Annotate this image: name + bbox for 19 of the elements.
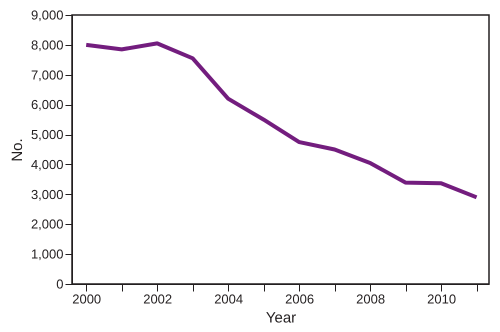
y-tick-label: 5,000 <box>30 127 64 142</box>
y-tick-label: 3,000 <box>30 186 64 202</box>
y-axis-title: No. <box>8 138 26 162</box>
x-tick-label: 2002 <box>143 292 172 306</box>
x-axis-title: Year <box>266 310 296 326</box>
y-tick-label: 6,000 <box>30 97 64 112</box>
y-tick-label: 1,000 <box>30 246 64 262</box>
y-tick-label: 0 <box>56 276 64 292</box>
y-tick-label: 4,000 <box>30 156 64 172</box>
y-tick-label: 9,000 <box>30 8 64 22</box>
y-tick-label: 8,000 <box>30 37 64 52</box>
y-tick-label: 7,000 <box>30 67 64 82</box>
x-tick-label: 2004 <box>214 292 244 306</box>
x-tick-label: 2000 <box>72 292 102 306</box>
x-tick-label: 2010 <box>427 292 456 306</box>
x-tick-label: 2006 <box>285 292 314 306</box>
x-tick-label: 2008 <box>356 292 386 306</box>
line-series <box>84 41 479 200</box>
y-tick-label: 2,000 <box>30 216 64 232</box>
